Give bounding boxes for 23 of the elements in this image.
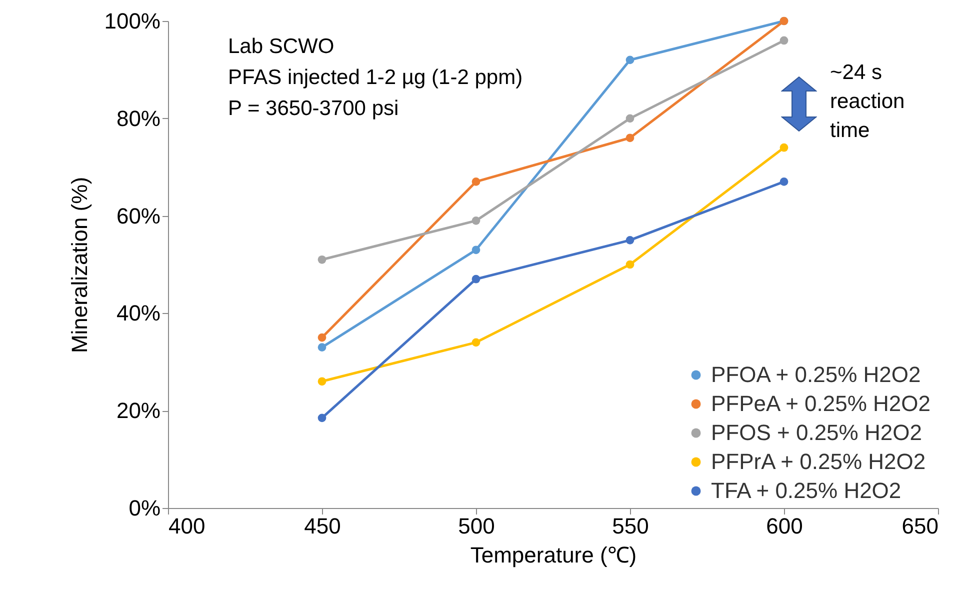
x-axis-title: Temperature (℃) bbox=[470, 542, 637, 568]
y-tick-label: 40% bbox=[116, 300, 160, 326]
x-tick-label: 650 bbox=[902, 514, 938, 538]
x-tick-label: 550 bbox=[612, 514, 649, 538]
y-tick-label: 20% bbox=[116, 398, 160, 424]
y-tick-label: 60% bbox=[116, 203, 160, 228]
annotation: ~24 s reaction time bbox=[830, 61, 905, 142]
legend-label: PFOA + 0.25% H2O2 bbox=[711, 362, 921, 387]
y-tick-label: 100% bbox=[104, 8, 160, 34]
legend-label: PFOS + 0.25% H2O2 bbox=[711, 420, 922, 445]
y-tick-label: 0% bbox=[128, 496, 160, 520]
y-axis-title: Mineralization (%) bbox=[67, 176, 92, 354]
legend-label: TFA + 0.25% H2O2 bbox=[711, 478, 902, 503]
x-tick-label: 400 bbox=[168, 514, 206, 538]
x-tick-label: 600 bbox=[766, 514, 803, 538]
legend-label: PFPrA + 0.25% H2O2 bbox=[711, 449, 926, 474]
y-tick-label: 80% bbox=[116, 106, 160, 131]
x-tick-label: 450 bbox=[304, 514, 341, 538]
annotation: PFAS injected 1-2 µg (1-2 ppm) bbox=[228, 66, 523, 89]
x-tick-label: 500 bbox=[458, 514, 495, 538]
annotation: Lab SCWO bbox=[228, 35, 334, 58]
annotation: P = 3650-3700 psi bbox=[228, 97, 399, 120]
legend-label: PFPeA + 0.25% H2O2 bbox=[711, 391, 931, 416]
